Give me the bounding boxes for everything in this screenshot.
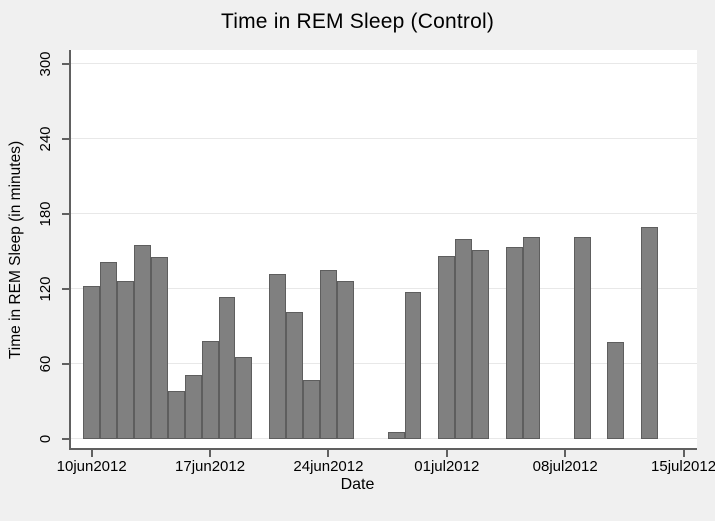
- bar-13jun2012: [133, 244, 151, 439]
- bar-09jul2012: [573, 237, 591, 439]
- x-axis-line: [69, 448, 697, 450]
- bar-12jun2012: [117, 281, 134, 439]
- x-tick-01jul2012: [445, 450, 448, 457]
- bar-25jun2012: [336, 281, 354, 439]
- x-axis-title: Date: [340, 476, 375, 493]
- gridline-y-300: [71, 63, 697, 64]
- bar-29jun2012: [404, 292, 422, 439]
- gridline-y-240: [71, 138, 697, 139]
- x-tick-label-17jun2012: 17jun2012: [175, 458, 246, 475]
- gridline-y-120: [71, 288, 697, 289]
- bar-10jun2012: [83, 286, 101, 439]
- x-tick-10jun2012: [90, 450, 93, 457]
- x-tick-label-08jul2012: 08jul2012: [532, 458, 598, 475]
- x-tick-24jun2012: [327, 450, 330, 457]
- gridline-y-180: [71, 213, 697, 214]
- x-tick-17jun2012: [209, 450, 212, 457]
- y-tick-240: [62, 137, 69, 140]
- bar-05jul2012: [505, 247, 523, 439]
- bar-14jun2012: [150, 257, 168, 439]
- bar-13jul2012: [641, 227, 659, 439]
- y-axis-title: Time in REM Sleep (in minutes): [7, 140, 24, 360]
- y-tick-label-300: 300: [37, 50, 54, 77]
- bar-24jun2012: [319, 269, 337, 439]
- x-tick-08jul2012: [564, 450, 567, 457]
- x-tick-label-01jul2012: 01jul2012: [414, 458, 480, 475]
- bar-23jun2012: [303, 379, 320, 439]
- y-tick-180: [62, 212, 69, 215]
- bar-19jun2012: [235, 357, 253, 439]
- bar-28jun2012: [387, 432, 405, 439]
- bar-06jul2012: [522, 237, 540, 439]
- bar-16jun2012: [184, 374, 202, 439]
- x-tick-label-15jul2012: 15jul2012: [651, 458, 715, 475]
- x-tick-label-10jun2012: 10jun2012: [56, 458, 127, 475]
- gridline-y-0: [71, 438, 697, 439]
- plot-region: [71, 50, 697, 448]
- y-tick-300: [62, 62, 69, 65]
- bar-11jun2012: [100, 262, 118, 439]
- y-tick-120: [62, 287, 69, 290]
- x-tick-15jul2012: [682, 450, 685, 457]
- y-axis-line: [69, 50, 71, 450]
- bar-21jun2012: [269, 273, 287, 439]
- bar-18jun2012: [218, 297, 236, 439]
- bar-03jul2012: [472, 249, 490, 439]
- bar-02jul2012: [455, 238, 473, 439]
- chart-title: Time in REM Sleep (Control): [220, 10, 495, 33]
- bar-01jul2012: [438, 256, 456, 439]
- bar-15jun2012: [167, 391, 185, 439]
- y-tick-60: [62, 362, 69, 365]
- bar-22jun2012: [286, 312, 304, 439]
- bar-17jun2012: [201, 341, 219, 439]
- y-tick-0: [62, 437, 69, 440]
- gridline-y-60: [71, 363, 697, 364]
- bar-11jul2012: [607, 342, 625, 439]
- x-tick-label-24jun2012: 24jun2012: [293, 458, 364, 475]
